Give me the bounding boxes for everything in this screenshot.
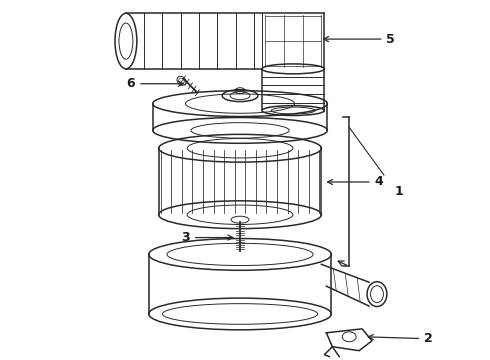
Text: 5: 5	[323, 33, 395, 46]
Text: 1: 1	[394, 185, 403, 198]
Text: 2: 2	[368, 332, 433, 345]
Text: 3: 3	[181, 231, 233, 244]
Text: 4: 4	[327, 175, 383, 189]
Text: 6: 6	[126, 77, 183, 90]
